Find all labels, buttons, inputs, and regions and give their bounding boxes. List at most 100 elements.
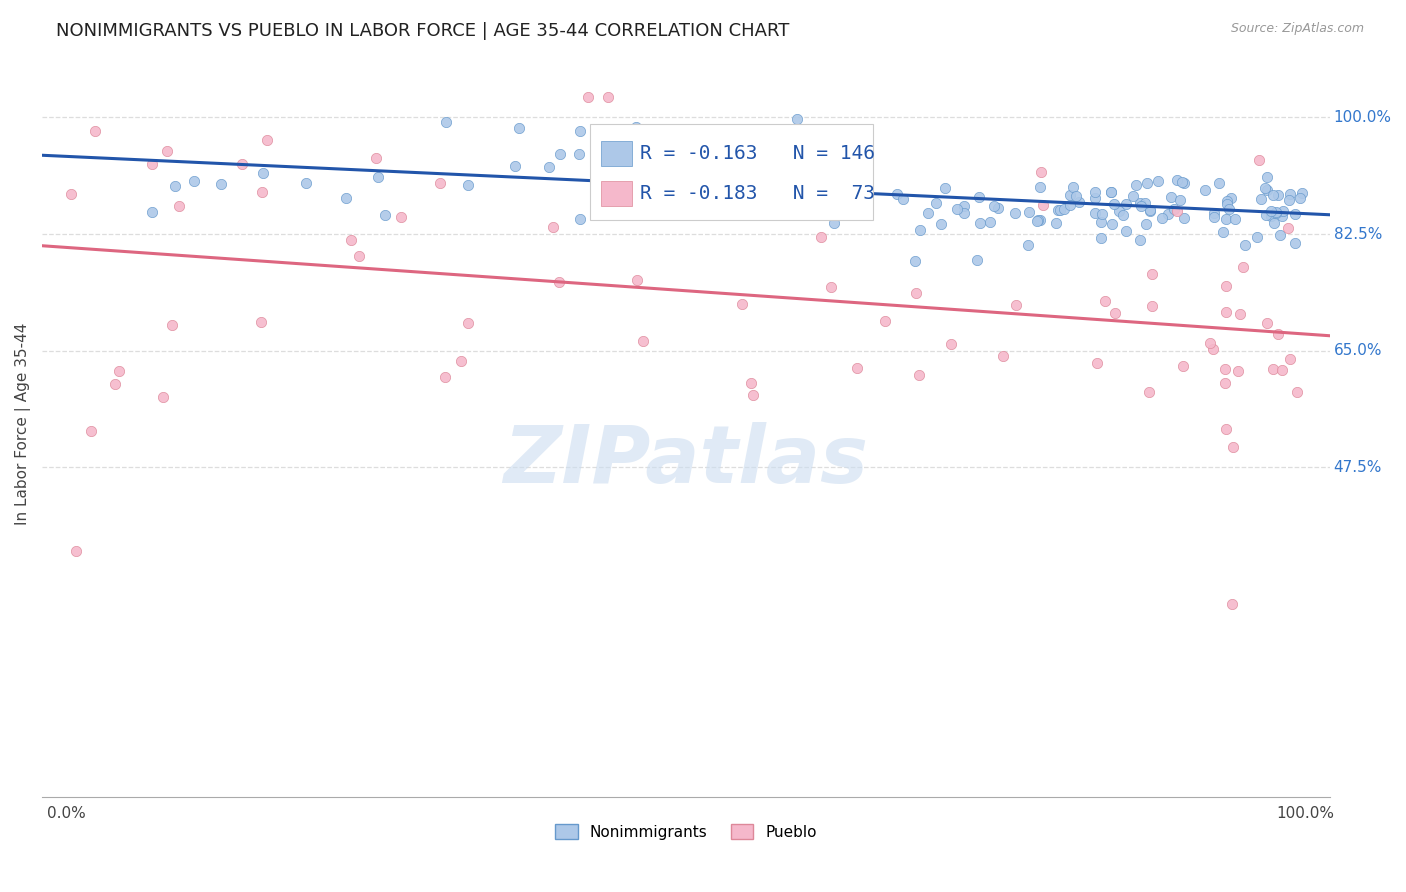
- Point: [252, 166, 274, 180]
- Point: [744, 190, 766, 204]
- Point: [654, 161, 676, 175]
- Point: [1194, 183, 1216, 197]
- Point: [374, 208, 396, 222]
- Point: [905, 285, 928, 300]
- Point: [991, 350, 1014, 364]
- Point: [1122, 189, 1144, 203]
- Point: [1215, 422, 1237, 436]
- Point: [1133, 195, 1156, 210]
- Point: [1284, 207, 1306, 221]
- Point: [1017, 238, 1039, 252]
- Point: [547, 275, 569, 289]
- Point: [1139, 203, 1161, 218]
- Point: [1129, 234, 1152, 248]
- Point: [1140, 299, 1163, 313]
- Point: [1216, 194, 1239, 208]
- Point: [702, 136, 724, 150]
- Point: [434, 370, 457, 384]
- Point: [1246, 229, 1268, 244]
- Point: [934, 180, 956, 194]
- Point: [886, 186, 908, 201]
- Point: [1104, 306, 1126, 320]
- Text: 82.5%: 82.5%: [1334, 227, 1382, 242]
- Point: [783, 207, 806, 221]
- Point: [1215, 211, 1237, 226]
- Point: [1291, 186, 1313, 201]
- Point: [1067, 195, 1090, 210]
- Point: [1212, 225, 1234, 239]
- Point: [820, 280, 842, 294]
- Point: [1256, 183, 1278, 197]
- Point: [508, 121, 530, 136]
- Point: [626, 273, 648, 287]
- Point: [839, 181, 862, 195]
- Point: [823, 216, 845, 230]
- Point: [1102, 197, 1125, 211]
- Point: [1129, 199, 1152, 213]
- Point: [1285, 385, 1308, 400]
- Point: [979, 215, 1001, 229]
- Point: [389, 210, 412, 224]
- Text: 47.5%: 47.5%: [1334, 460, 1382, 475]
- Point: [952, 199, 974, 213]
- Point: [1234, 237, 1257, 252]
- Point: [1029, 179, 1052, 194]
- Point: [1136, 176, 1159, 190]
- Point: [347, 249, 370, 263]
- Point: [156, 144, 179, 158]
- Point: [1260, 209, 1282, 223]
- Point: [825, 199, 848, 213]
- Point: [1202, 206, 1225, 220]
- Point: [1163, 202, 1185, 217]
- Point: [1156, 207, 1178, 221]
- Point: [1135, 217, 1157, 231]
- Point: [1270, 227, 1292, 242]
- Point: [837, 182, 859, 196]
- Point: [1085, 356, 1108, 370]
- Point: [1032, 197, 1054, 211]
- Point: [1284, 235, 1306, 250]
- Point: [1171, 175, 1194, 189]
- Point: [1112, 208, 1135, 222]
- Point: [671, 136, 693, 151]
- Point: [763, 167, 786, 181]
- Point: [1278, 352, 1301, 367]
- Point: [596, 90, 619, 104]
- Point: [845, 360, 868, 375]
- Point: [1256, 169, 1278, 184]
- Point: [703, 164, 725, 178]
- Point: [1166, 173, 1188, 187]
- Point: [152, 391, 174, 405]
- Point: [1026, 212, 1049, 227]
- Point: [537, 160, 560, 174]
- Point: [1084, 191, 1107, 205]
- Point: [1288, 191, 1310, 205]
- Point: [1225, 211, 1247, 226]
- Point: [1263, 188, 1285, 202]
- Point: [340, 233, 363, 247]
- Point: [1263, 216, 1285, 230]
- Point: [1115, 224, 1137, 238]
- Point: [1173, 211, 1195, 225]
- Point: [1264, 206, 1286, 220]
- Point: [704, 157, 727, 171]
- Point: [1094, 293, 1116, 308]
- Point: [738, 208, 761, 222]
- Point: [904, 254, 927, 268]
- Point: [457, 316, 479, 330]
- Point: [1220, 597, 1243, 611]
- Point: [1005, 298, 1028, 312]
- Point: [910, 222, 932, 236]
- Point: [1229, 307, 1251, 321]
- Point: [162, 318, 184, 332]
- Point: [1059, 187, 1081, 202]
- Point: [576, 90, 599, 104]
- Point: [1254, 181, 1277, 195]
- Point: [966, 253, 988, 268]
- Point: [1171, 359, 1194, 373]
- Y-axis label: In Labor Force | Age 35-44: In Labor Force | Age 35-44: [15, 323, 31, 525]
- Point: [1099, 185, 1122, 199]
- Point: [1091, 207, 1114, 221]
- Point: [1115, 196, 1137, 211]
- Point: [1101, 218, 1123, 232]
